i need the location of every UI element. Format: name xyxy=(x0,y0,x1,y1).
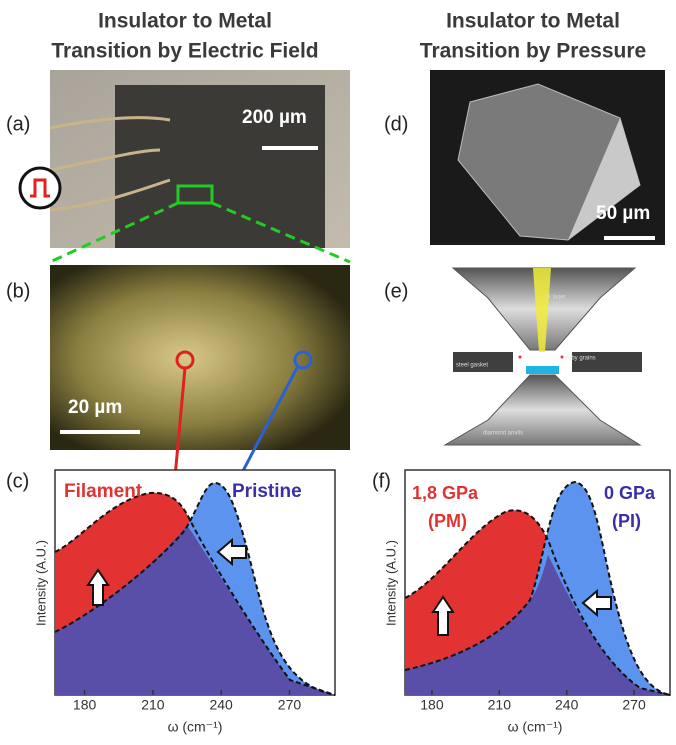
x-tick-label: 270 xyxy=(622,697,646,713)
annotation: Filament xyxy=(64,481,143,502)
sample xyxy=(115,85,325,248)
y-axis-label: Intensity (A.U.) xyxy=(33,540,48,626)
panel-a: 200 µm (a) xyxy=(6,70,350,248)
annotation: 0 GPa xyxy=(604,483,656,503)
x-tick-label: 270 xyxy=(278,697,302,713)
header: Insulator to Metal xyxy=(446,10,620,33)
panel-label: (b) xyxy=(6,280,30,302)
header: Transition by Pressure xyxy=(420,40,646,63)
panel-label: (e) xyxy=(384,280,408,302)
x-tick-label: 240 xyxy=(555,697,579,713)
panel-label: (d) xyxy=(384,113,408,135)
panel-f: 1,8 GPa (PM) 0 GPa (PI) Intensity (A.U.)… xyxy=(372,469,671,735)
panel-d: 50 µm (d) xyxy=(384,70,665,245)
photo xyxy=(50,265,350,450)
annotation: Pristine xyxy=(232,481,302,502)
x-tick-label: 240 xyxy=(209,697,233,713)
panel-c: Filament Pristine Intensity (A.U.) ω (cm… xyxy=(6,469,336,735)
scale-label: 50 µm xyxy=(596,203,650,224)
x-tick-label: 210 xyxy=(488,697,512,713)
diagram-label: ruby grains xyxy=(566,356,596,362)
diagram-label: IR laser xyxy=(545,295,566,301)
x-tick-label: 210 xyxy=(141,697,165,713)
diagram-label: diamond anvils xyxy=(483,431,523,437)
panel-label: (c) xyxy=(6,470,29,492)
scale-label: 200 µm xyxy=(242,107,307,128)
panel-label: (a) xyxy=(6,113,30,135)
panel-b: 20 µm (b) xyxy=(6,265,350,450)
panel-label: (f) xyxy=(372,470,391,492)
x-tick-label: 180 xyxy=(73,697,97,713)
header: Insulator to Metal xyxy=(98,10,272,33)
x-axis-label: ω (cm⁻¹) xyxy=(168,719,223,735)
annotation: 1,8 GPa xyxy=(412,483,479,503)
annotation: (PM) xyxy=(428,511,467,531)
x-tick-label: 180 xyxy=(420,697,444,713)
y-axis-label: Intensity (A.U.) xyxy=(383,540,398,626)
panel-e: IR laser ruby grains steel gasket diamon… xyxy=(384,267,642,446)
header: Transition by Electric Field xyxy=(51,40,318,63)
scale-label: 20 µm xyxy=(68,397,122,418)
x-axis-label: ω (cm⁻¹) xyxy=(508,719,563,735)
diagram-label: steel gasket xyxy=(456,363,488,369)
annotation: (PI) xyxy=(612,511,641,531)
